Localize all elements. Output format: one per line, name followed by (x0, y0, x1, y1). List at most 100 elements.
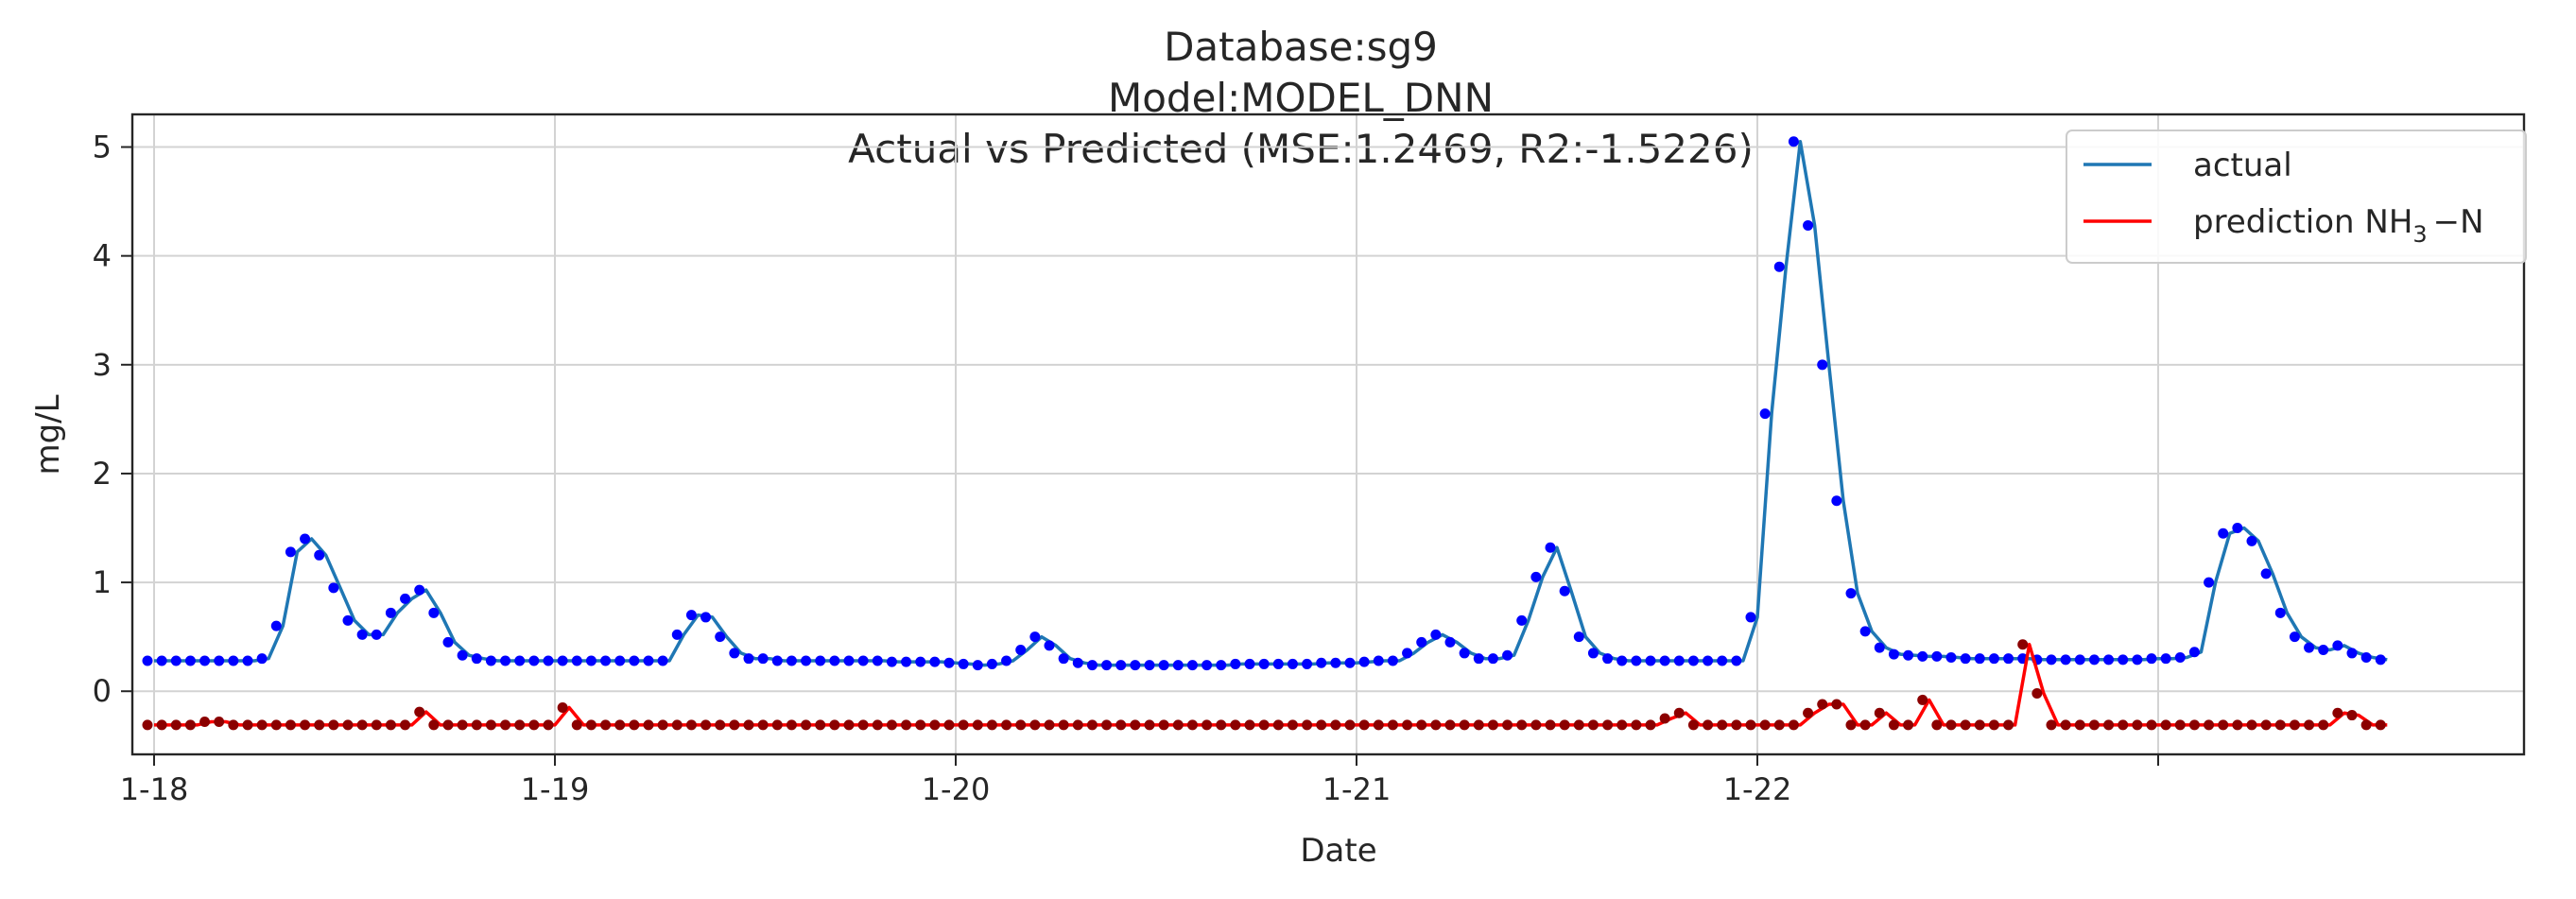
actual-point (1960, 653, 1971, 665)
actual-point (1831, 495, 1842, 507)
prediction-point (729, 719, 740, 731)
actual-point (184, 655, 196, 666)
actual-point (2218, 527, 2229, 539)
x-axis-label: Date (1300, 832, 1376, 870)
legend-prediction-label-main: prediction NH (2193, 203, 2412, 241)
prediction-point (2360, 719, 2372, 731)
legend-box (2066, 130, 2527, 264)
prediction-point (414, 706, 425, 717)
actual-point (715, 631, 726, 643)
prediction-point (2318, 719, 2329, 731)
actual-point (2103, 654, 2115, 666)
actual-point (385, 607, 396, 618)
prediction-point (743, 719, 754, 731)
prediction-point (571, 719, 582, 731)
actual-point (872, 655, 883, 666)
actual-point (2332, 640, 2343, 651)
actual-point (199, 655, 211, 666)
prediction-point (1387, 719, 1398, 731)
prediction-point (815, 719, 826, 731)
prediction-point (1502, 719, 1513, 731)
chart-title-line-1: Database:sg9 (1164, 24, 1438, 70)
actual-point (1387, 655, 1398, 666)
prediction-point (1316, 719, 1327, 731)
prediction-point (256, 719, 268, 731)
actual-point (2360, 652, 2372, 664)
actual-point (1731, 655, 1742, 666)
actual-point (170, 655, 182, 666)
actual-point (1545, 542, 1556, 553)
prediction-point (1931, 719, 1943, 731)
prediction-point (585, 719, 596, 731)
prediction-point (2146, 719, 2157, 731)
x-tick-label: 1-21 (1323, 771, 1392, 807)
prediction-point (1631, 719, 1642, 731)
prediction-point (1788, 719, 1799, 731)
prediction-point (2132, 719, 2143, 731)
actual-point (1001, 655, 1012, 666)
actual-point (428, 607, 440, 618)
actual-point (1158, 660, 1169, 671)
actual-point (500, 655, 511, 666)
x-tick-label: 1-22 (1723, 771, 1792, 807)
actual-point (2375, 654, 2386, 666)
prediction-point (715, 719, 726, 731)
actual-point (156, 655, 167, 666)
actual-point (1029, 631, 1041, 643)
actual-point (528, 655, 540, 666)
actual-point (1803, 219, 1814, 231)
y-tick-label: 2 (93, 456, 112, 492)
prediction-point (786, 719, 797, 731)
prediction-point (1717, 719, 1728, 731)
actual-point (2132, 654, 2143, 666)
actual-point (1687, 655, 1699, 666)
actual-point (1402, 648, 1413, 659)
actual-point (1859, 626, 1871, 637)
legend-actual-label: actual (2193, 147, 2292, 184)
prediction-point (1587, 719, 1599, 731)
actual-point (1358, 656, 1370, 667)
actual-point (1502, 649, 1513, 661)
actual-point (600, 655, 612, 666)
prediction-point (1745, 719, 1756, 731)
actual-point (2146, 653, 2157, 665)
actual-point (1373, 655, 1384, 666)
prediction-point (1459, 719, 1470, 731)
prediction-point (801, 719, 812, 731)
actual-point (1587, 648, 1599, 659)
prediction-point (156, 719, 167, 731)
prediction-point (1158, 719, 1169, 731)
prediction-point (1186, 719, 1198, 731)
actual-point (400, 593, 411, 604)
prediction-point (2204, 719, 2215, 731)
prediction-point (214, 716, 225, 727)
prediction-point (2046, 719, 2057, 731)
prediction-point (2074, 719, 2085, 731)
actual-point (1244, 658, 1255, 669)
prediction-point (972, 719, 983, 731)
x-tick-label: 1-18 (120, 771, 189, 807)
actual-point (2174, 652, 2186, 664)
prediction-line (154, 642, 2388, 727)
legend-prediction-label: prediction NH3 −N (2193, 203, 2484, 248)
prediction-point (1144, 719, 1155, 731)
prediction-point (1731, 719, 1742, 731)
prediction-point (843, 719, 855, 731)
prediction-point (1945, 719, 1957, 731)
prediction-point (2375, 719, 2386, 731)
actual-point (557, 655, 568, 666)
prediction-point (457, 719, 468, 731)
actual-point (300, 533, 311, 545)
actual-point (1316, 657, 1327, 668)
actual-point (657, 655, 668, 666)
actual-point (414, 584, 425, 596)
actual-point (1773, 261, 1785, 272)
prediction-point (2260, 719, 2272, 731)
actual-point (214, 655, 225, 666)
actual-point (1416, 636, 1427, 648)
actual-point (1287, 658, 1298, 669)
actual-point (1516, 614, 1528, 626)
actual-point (1172, 660, 1184, 671)
prediction-point (1444, 719, 1456, 731)
actual-point (1573, 631, 1584, 643)
